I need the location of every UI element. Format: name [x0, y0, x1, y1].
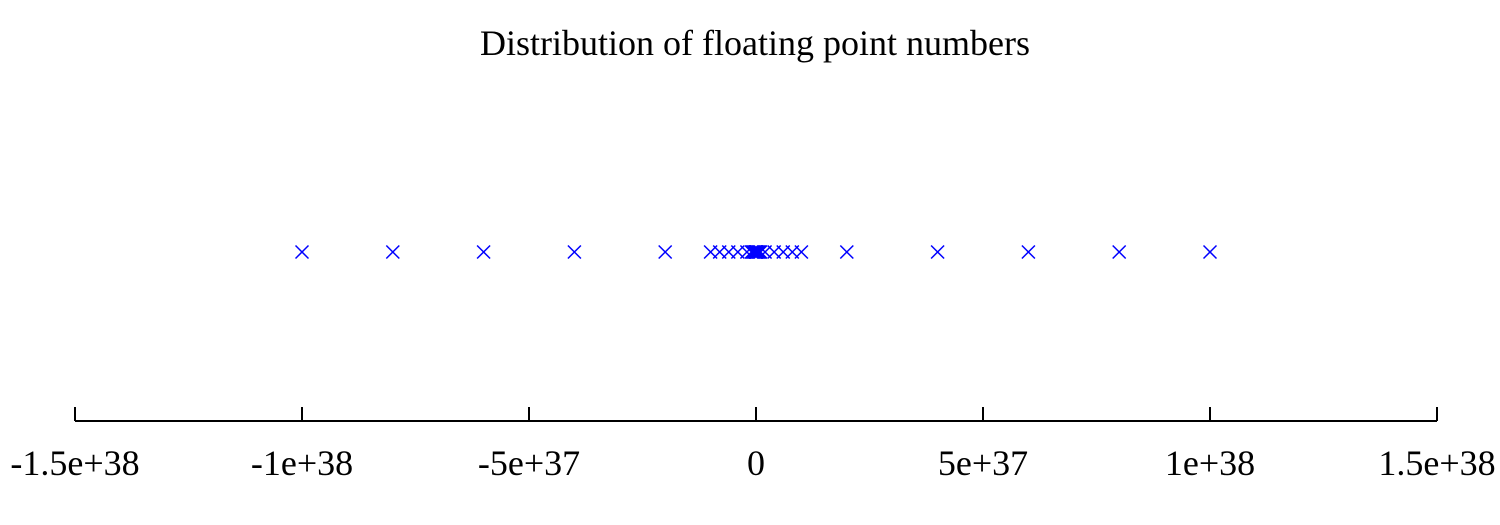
- x-axis: -1.5e+38 -1e+38 -5e+37 0 5e+37 1e+38 1.5e+38: [10, 407, 1496, 483]
- x-tick-label: 0: [747, 443, 765, 483]
- data-point-x-marker: [753, 244, 768, 260]
- x-tick-label: -1e+38: [251, 443, 353, 483]
- data-point-x-marker: [794, 244, 809, 260]
- data-point-x-marker: [1112, 244, 1127, 260]
- x-tick-label: -5e+37: [478, 443, 580, 483]
- data-point-x-marker: [839, 244, 854, 260]
- data-point-x-marker: [294, 244, 310, 260]
- x-tick-label: 5e+37: [938, 443, 1028, 483]
- data-point-x-marker: [658, 244, 673, 260]
- data-point-x-marker: [930, 244, 945, 260]
- x-tick-label: 1.5e+38: [1378, 443, 1495, 483]
- data-point-x-marker: [1202, 244, 1218, 260]
- data-point-x-marker: [1021, 244, 1036, 260]
- data-point-x-marker: [476, 244, 491, 260]
- data-point-x-marker: [385, 244, 400, 260]
- data-point-x-marker: [567, 244, 582, 260]
- x-tick-label: 1e+38: [1165, 443, 1255, 483]
- x-tick-label: -1.5e+38: [10, 443, 139, 483]
- data-points: [294, 244, 1218, 260]
- chart-title: Distribution of floating point numbers: [480, 23, 1030, 63]
